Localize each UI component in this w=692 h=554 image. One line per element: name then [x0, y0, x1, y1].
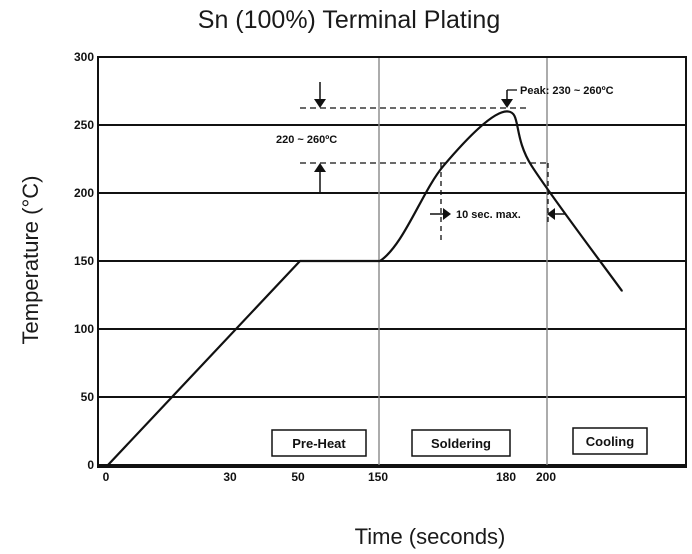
x-tick-0: 0: [103, 470, 110, 484]
chart-title: Sn (100%) Terminal Plating: [198, 6, 500, 34]
phase-labels: Pre-Heat Soldering Cooling: [271, 427, 648, 457]
x-tick-180: 180: [496, 470, 516, 484]
grid-lines: [98, 56, 686, 466]
x-tick-30: 30: [223, 470, 237, 484]
range-arrow-bottom-head: [314, 163, 326, 172]
data-point-3: [442, 165, 445, 167]
y-tick-labels: 0 50 100 150 200 250 300: [74, 50, 94, 472]
peak-arrow-head: [501, 99, 513, 108]
data-point-1: [299, 260, 301, 262]
y-tick-300: 300: [74, 50, 94, 64]
y-tick-250: 250: [74, 118, 94, 132]
annotations: Peak: 230 ~ 260ºC 220 ~ 260ºC 10 sec. ma…: [276, 82, 614, 240]
x-tick-200: 200: [536, 470, 556, 484]
x-tick-50: 50: [291, 470, 305, 484]
data-point-0: [107, 464, 109, 466]
y-tick-50: 50: [81, 390, 95, 404]
plot-frame: [97, 56, 687, 468]
phase-box-1: [271, 429, 367, 457]
range-annotation: 220 ~ 260ºC: [276, 134, 337, 146]
phase-box-2: [411, 429, 511, 457]
phase-label-2: Soldering: [431, 436, 491, 451]
phase-label-1: Pre-Heat: [292, 436, 346, 451]
data-point-5: [530, 165, 533, 167]
data-point-2: [379, 260, 381, 262]
phase-box-3: [572, 427, 648, 455]
y-tick-100: 100: [74, 322, 94, 336]
y-tick-200: 200: [74, 186, 94, 200]
data-point-4: [506, 110, 508, 113]
y-tick-150: 150: [74, 254, 94, 268]
data-point-6: [621, 290, 623, 292]
x-tick-150: 150: [368, 470, 388, 484]
phase-label-3: Cooling: [586, 434, 634, 449]
range-arrow-top-head: [314, 99, 326, 108]
y-axis-label: Temperature (°C): [18, 176, 43, 345]
x-tick-labels: 0 30 50 150 180 200: [103, 470, 557, 484]
series-line-0: [107, 110, 623, 466]
y-tick-0: 0: [87, 458, 94, 472]
duration-annotation: 10 sec. max.: [456, 209, 521, 221]
peak-annotation: Peak: 230 ~ 260ºC: [520, 85, 614, 97]
x-axis-label: Time (seconds): [355, 524, 506, 549]
series-layer: [107, 110, 623, 466]
duration-arrow-right-head: [547, 208, 555, 220]
duration-arrow-left-head: [443, 208, 451, 220]
